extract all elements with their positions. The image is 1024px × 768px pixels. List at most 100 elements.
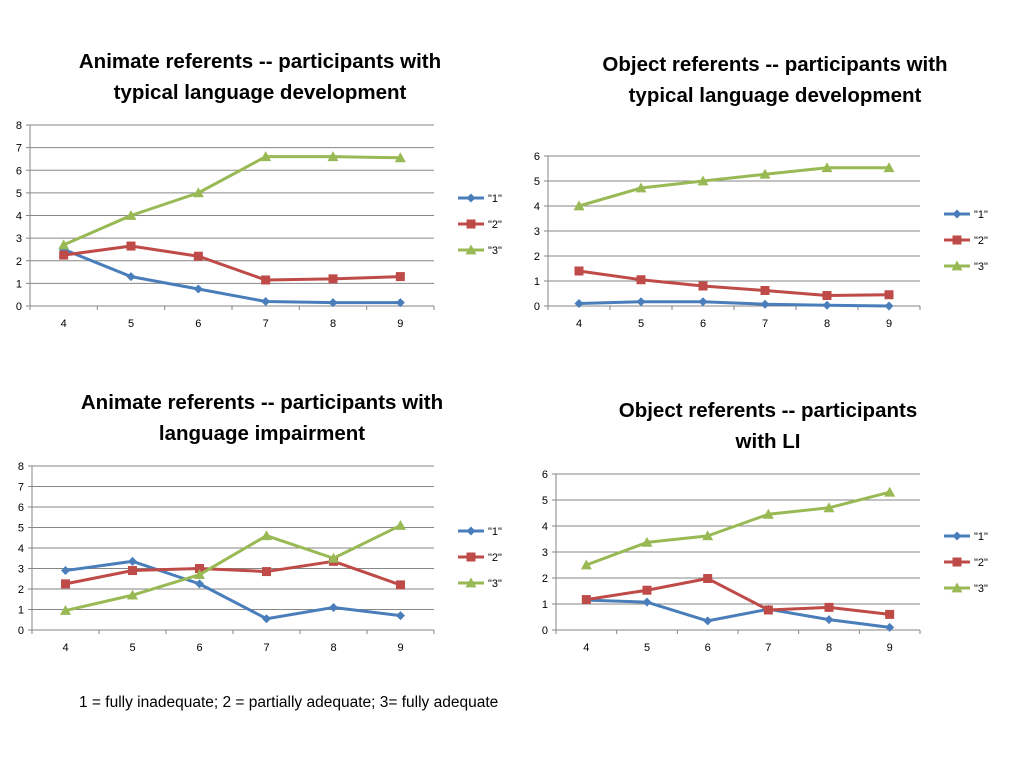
- data-point: [760, 286, 770, 295]
- data-point: [193, 251, 203, 261]
- series-line: [64, 559, 402, 621]
- legend-marker: [951, 260, 963, 271]
- legend-marker: [951, 582, 963, 593]
- legend-label: "1": [974, 209, 988, 221]
- legend-label: "1": [488, 193, 502, 205]
- data-point: [823, 502, 835, 513]
- x-tick-label: 4: [61, 318, 67, 330]
- data-point: [760, 299, 770, 309]
- y-tick-label: 0: [18, 625, 24, 637]
- data-point: [193, 284, 203, 294]
- data-point: [126, 241, 136, 251]
- data-point: [395, 519, 406, 530]
- data-point: [574, 299, 584, 308]
- series-line: [62, 155, 402, 247]
- x-tick-label: 4: [576, 318, 582, 330]
- data-point: [396, 611, 405, 621]
- legend-label: "3": [488, 245, 502, 257]
- data-point: [328, 298, 338, 308]
- data-point: [824, 602, 834, 612]
- x-tick-label: 9: [397, 642, 403, 654]
- y-tick-label: 3: [534, 226, 540, 238]
- legend-marker: [465, 244, 477, 255]
- chart-title-animate-typical: Animate referents -- participants with t…: [78, 50, 442, 104]
- y-tick-label: 7: [16, 143, 22, 155]
- x-tick-label: 4: [62, 642, 68, 654]
- series-line: [577, 300, 891, 308]
- x-tick-label: 9: [886, 318, 892, 330]
- footnote-legend-key: 1 = fully inadequate; 2 = partially adeq…: [79, 694, 499, 711]
- data-point: [329, 602, 338, 612]
- y-tick-label: 4: [16, 211, 22, 223]
- series-line: [584, 490, 892, 567]
- y-tick-label: 2: [18, 584, 24, 596]
- y-tick-label: 3: [18, 564, 24, 576]
- data-point: [698, 281, 708, 291]
- legend-marker: [466, 526, 476, 536]
- x-tick-label: 9: [887, 642, 893, 654]
- legend-label: "1": [488, 526, 502, 538]
- data-point: [262, 567, 271, 577]
- y-tick-label: 4: [18, 543, 24, 555]
- legend-marker: [465, 577, 477, 588]
- x-tick-label: 4: [583, 642, 589, 654]
- data-point: [885, 622, 895, 632]
- x-tick-label: 5: [644, 642, 650, 654]
- legend-label: "3": [974, 261, 988, 273]
- data-point: [395, 298, 405, 308]
- legend-label: "2": [974, 235, 988, 247]
- data-point: [884, 486, 896, 497]
- legend-marker: [952, 531, 962, 541]
- y-tick-label: 2: [16, 256, 22, 268]
- series-line: [584, 577, 892, 616]
- y-tick-label: 3: [16, 233, 22, 245]
- y-tick-label: 1: [534, 276, 540, 288]
- y-tick-label: 0: [534, 301, 540, 313]
- data-point: [60, 605, 71, 615]
- x-tick-label: 6: [196, 642, 202, 654]
- data-point: [574, 266, 584, 276]
- legend-marker: [952, 209, 962, 219]
- data-point: [195, 564, 204, 573]
- legend-label: "3": [488, 578, 502, 590]
- y-tick-label: 4: [534, 201, 540, 213]
- x-tick-label: 6: [705, 642, 711, 654]
- data-point: [635, 182, 647, 193]
- legend-label: "3": [974, 583, 988, 595]
- x-tick-label: 5: [638, 318, 644, 330]
- data-point: [822, 291, 832, 300]
- data-point: [763, 605, 773, 615]
- data-point: [636, 297, 646, 307]
- y-tick-label: 7: [18, 482, 24, 494]
- data-point: [698, 297, 708, 307]
- data-point: [641, 536, 653, 547]
- data-point: [394, 152, 406, 163]
- data-point: [642, 585, 652, 595]
- data-point: [396, 580, 405, 590]
- y-tick-label: 5: [542, 495, 548, 507]
- x-tick-label: 7: [263, 642, 269, 654]
- series-line: [64, 523, 402, 613]
- data-point: [821, 162, 833, 173]
- data-point: [194, 569, 205, 580]
- y-tick-label: 2: [542, 573, 548, 585]
- y-tick-label: 5: [534, 176, 540, 188]
- x-tick-label: 5: [128, 318, 134, 330]
- legend-marker: [466, 193, 476, 203]
- data-point: [327, 151, 339, 162]
- y-tick-label: 8: [18, 461, 24, 473]
- legend-marker: [466, 552, 476, 562]
- data-point: [883, 162, 895, 173]
- chart-title-object-typical: Object referents -- participants with ty…: [602, 53, 948, 107]
- x-tick-label: 8: [826, 642, 832, 654]
- legend-marker: [952, 235, 962, 245]
- series-line: [577, 269, 891, 297]
- legend-marker: [952, 557, 962, 567]
- data-point: [885, 609, 895, 619]
- x-tick-label: 7: [263, 318, 269, 330]
- x-tick-label: 8: [330, 318, 336, 330]
- legend-label: "2": [488, 552, 502, 564]
- y-tick-label: 1: [16, 278, 22, 290]
